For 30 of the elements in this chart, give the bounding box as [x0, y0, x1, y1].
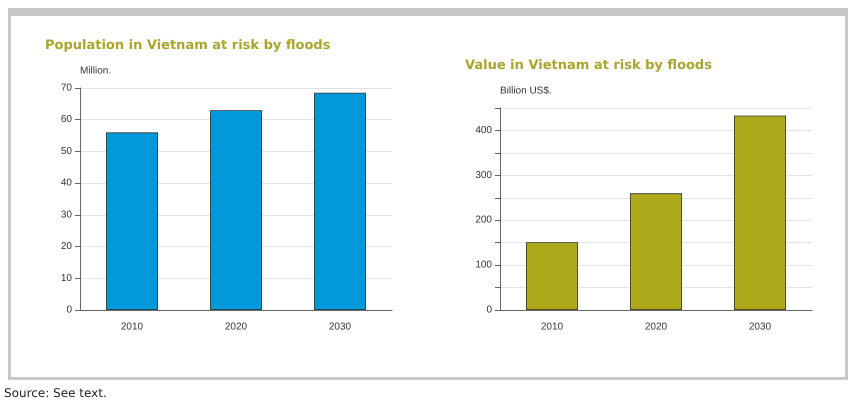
- y-tick-label: 300: [475, 170, 492, 181]
- chart-title: Value in Vietnam at risk by floods: [465, 58, 712, 73]
- x-tick-label: 2030: [748, 322, 772, 332]
- y-tick-label: 100: [475, 260, 492, 271]
- y-tick-label: 30: [60, 209, 72, 220]
- y-axis-title: Million.: [80, 66, 112, 76]
- bar: [314, 92, 366, 310]
- y-tick-label: 0: [66, 304, 72, 316]
- x-tick-label: 2020: [644, 322, 668, 332]
- chart-title: Population in Vietnam at risk by floods: [45, 38, 331, 53]
- bar: [734, 116, 786, 310]
- bar: [106, 132, 158, 310]
- y-axis-title: Billion US$.: [500, 86, 552, 96]
- y-tick-label: 60: [60, 114, 72, 126]
- y-tick-label: 40: [60, 178, 72, 189]
- x-tick-label: 2010: [120, 322, 144, 332]
- source-note: Source: See text.: [4, 386, 107, 400]
- y-tick-label: 10: [60, 272, 72, 284]
- y-tick-label: 50: [60, 146, 72, 157]
- x-tick-label: 2010: [540, 322, 564, 332]
- y-tick-label: 400: [475, 124, 492, 136]
- y-tick-label: 70: [60, 82, 72, 94]
- bar: [526, 242, 578, 310]
- bar: [210, 110, 262, 310]
- x-tick-label: 2030: [328, 322, 352, 332]
- y-tick-label: 0: [486, 304, 492, 316]
- x-tick-label: 2020: [224, 322, 248, 332]
- bar: [630, 193, 682, 310]
- y-tick-label: 200: [475, 214, 492, 226]
- y-tick-label: 20: [60, 241, 72, 252]
